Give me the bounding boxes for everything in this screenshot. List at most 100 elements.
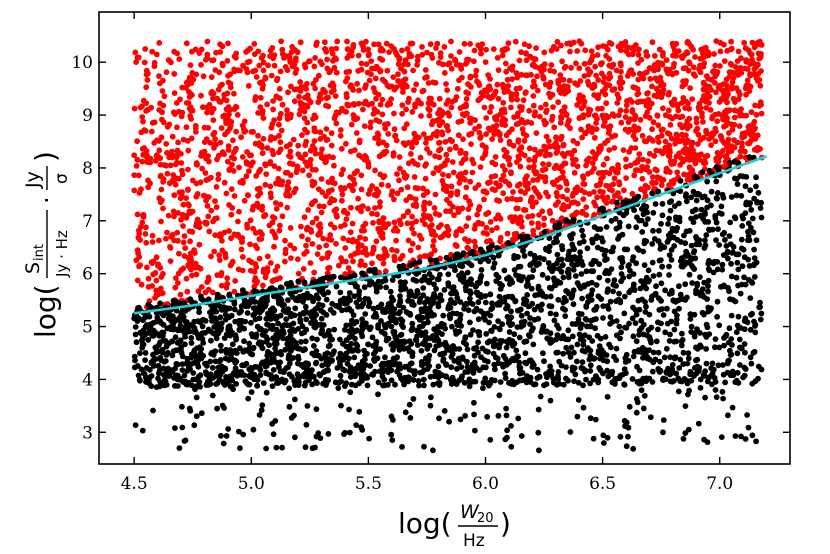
red-point: [724, 89, 731, 96]
red-point: [657, 60, 664, 66]
red-point: [138, 281, 145, 288]
black-point: [454, 365, 460, 372]
red-point: [312, 85, 318, 92]
red-point: [311, 138, 318, 144]
black-point: [713, 237, 719, 244]
black-point: [670, 190, 677, 197]
red-point: [295, 270, 302, 277]
black-point: [448, 364, 455, 371]
red-point: [187, 62, 194, 68]
red-point: [195, 288, 202, 295]
red-point: [369, 100, 375, 107]
red-point: [543, 133, 550, 140]
red-point: [199, 165, 206, 172]
red-point: [149, 119, 156, 126]
red-point: [248, 162, 254, 169]
red-point: [282, 169, 289, 176]
red-point: [444, 157, 451, 164]
red-point: [330, 57, 336, 64]
red-point: [255, 132, 261, 139]
black-point: [236, 428, 242, 435]
black-point: [464, 364, 471, 370]
red-point: [321, 156, 327, 163]
red-point: [247, 217, 254, 224]
red-point: [666, 146, 673, 153]
black-point: [696, 241, 703, 248]
black-point: [604, 393, 611, 400]
red-point: [674, 103, 681, 110]
black-point: [743, 174, 750, 180]
red-point: [416, 134, 422, 141]
red-point: [542, 152, 549, 159]
red-point: [343, 140, 349, 147]
red-point: [476, 204, 483, 210]
black-point: [286, 403, 293, 410]
red-point: [260, 52, 266, 59]
red-point: [178, 150, 184, 157]
red-point: [277, 146, 284, 153]
black-point: [570, 266, 577, 273]
red-point: [597, 180, 604, 186]
black-point: [742, 281, 749, 288]
red-point: [534, 73, 540, 80]
red-point: [317, 225, 324, 232]
red-point: [444, 223, 450, 230]
red-point: [519, 223, 525, 230]
black-point: [702, 394, 708, 401]
black-point: [634, 245, 641, 252]
red-point: [227, 262, 234, 269]
red-point: [294, 166, 301, 173]
red-point: [430, 118, 437, 125]
black-point: [210, 330, 217, 336]
red-point: [131, 105, 138, 112]
red-point: [313, 77, 319, 83]
black-point: [551, 317, 558, 324]
red-point: [397, 82, 404, 89]
red-point: [623, 102, 630, 109]
red-point: [257, 94, 264, 101]
black-point: [659, 200, 666, 207]
red-point: [222, 250, 229, 257]
red-point: [156, 237, 162, 244]
black-point: [253, 364, 260, 370]
red-point: [516, 181, 523, 188]
black-point: [592, 416, 599, 423]
red-point: [573, 60, 579, 67]
black-point: [604, 277, 611, 284]
red-point: [591, 112, 598, 119]
red-point: [599, 193, 606, 200]
red-point: [189, 70, 196, 76]
red-point: [606, 183, 613, 190]
red-point: [256, 255, 263, 262]
red-point: [346, 182, 353, 189]
red-point: [658, 94, 665, 101]
red-point: [259, 150, 266, 157]
red-point: [679, 131, 685, 138]
black-point: [487, 291, 494, 298]
red-point: [749, 39, 756, 46]
red-point: [274, 263, 281, 270]
red-point: [530, 83, 536, 90]
red-point: [648, 65, 655, 72]
black-point: [621, 381, 627, 388]
black-point: [437, 271, 443, 278]
red-point: [758, 50, 764, 57]
red-point: [419, 44, 425, 50]
red-point: [404, 83, 410, 90]
red-point: [218, 272, 225, 279]
red-point: [375, 41, 382, 48]
red-point: [481, 196, 487, 203]
black-point: [430, 447, 436, 454]
red-point: [603, 112, 610, 119]
red-point: [277, 68, 284, 75]
red-point: [219, 81, 225, 88]
red-point: [208, 207, 215, 214]
black-point: [636, 327, 643, 334]
red-point: [156, 40, 163, 46]
red-point: [163, 162, 170, 169]
red-point: [145, 184, 152, 191]
red-point: [365, 46, 371, 53]
black-point: [632, 320, 639, 326]
red-point: [210, 131, 217, 138]
red-point: [614, 91, 621, 98]
